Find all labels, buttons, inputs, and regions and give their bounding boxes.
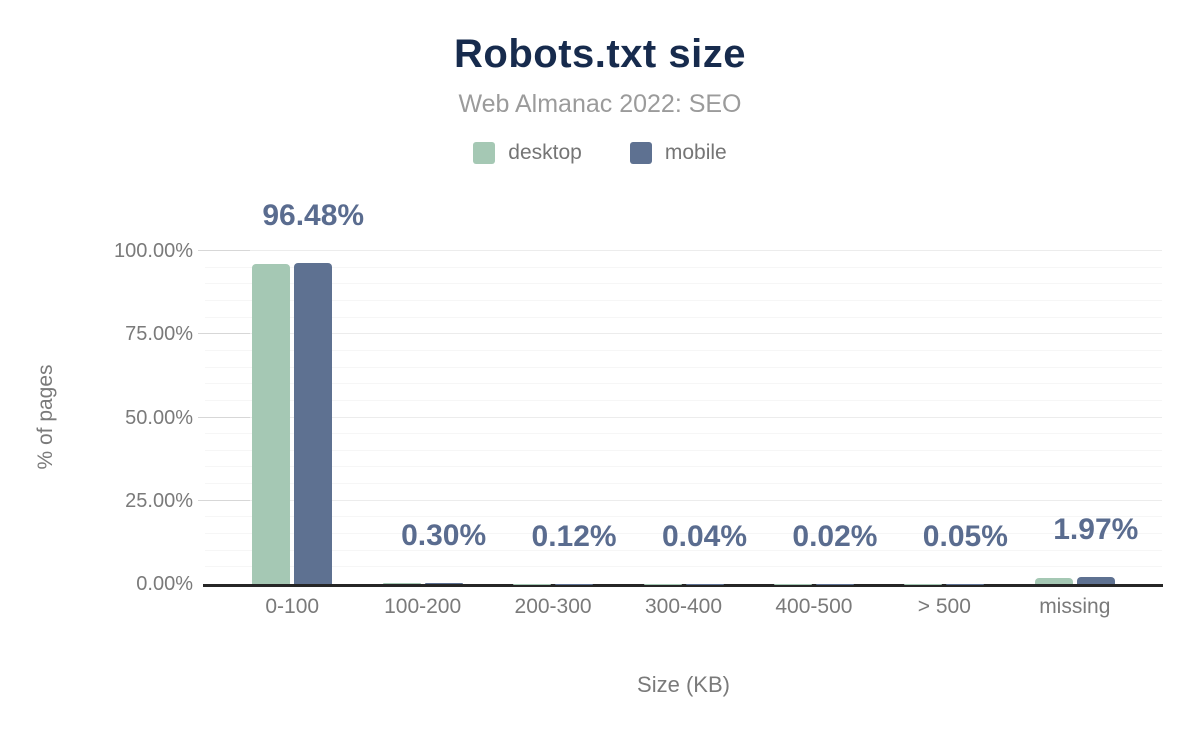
bar-value-label: 96.48% <box>262 198 365 232</box>
x-tick-label: 200-300 <box>514 595 592 618</box>
major-gridline <box>205 499 1162 501</box>
major-gridline <box>205 416 1162 418</box>
legend-swatch-desktop <box>473 142 496 164</box>
minor-gridline <box>205 549 1162 551</box>
minor-gridline <box>205 299 1162 301</box>
bar-mobile <box>1076 577 1115 584</box>
minor-gridline <box>205 433 1162 435</box>
minor-gridline <box>205 383 1162 385</box>
major-gridline <box>205 333 1162 335</box>
x-tick-label: 300-400 <box>644 595 723 618</box>
x-tick-label: missing <box>1039 595 1111 618</box>
y-tick-label: 100.00% <box>114 240 193 262</box>
minor-gridline <box>205 566 1162 568</box>
bar-value-label: 1.97% <box>1053 513 1139 547</box>
bar-desktop <box>252 263 291 584</box>
y-tick-mark <box>198 250 250 251</box>
bar-value-label: 0.12% <box>531 519 617 553</box>
legend-label-desktop: desktop <box>508 141 582 164</box>
major-gridline <box>205 250 1162 251</box>
x-tick-label: 0-100 <box>265 595 320 618</box>
minor-gridline <box>205 466 1162 468</box>
x-axis-title: Size (KB) <box>637 672 730 697</box>
minor-gridline <box>205 349 1162 351</box>
chart-legend: desktop mobile <box>0 141 1200 165</box>
bar-value-label: 0.02% <box>792 519 878 553</box>
minor-gridline <box>205 266 1162 268</box>
bar-value-label: 0.05% <box>922 519 1008 553</box>
minor-gridline <box>205 399 1162 401</box>
bar-value-label: 0.30% <box>401 519 487 553</box>
minor-gridline <box>205 483 1162 485</box>
chart-title: Robots.txt size <box>454 32 746 76</box>
legend-label-mobile: mobile <box>664 141 727 164</box>
x-tick-label: 100-200 <box>384 595 462 618</box>
minor-gridline <box>205 533 1162 535</box>
bar-desktop <box>1034 578 1073 584</box>
minor-gridline <box>205 366 1162 368</box>
minor-gridline <box>205 316 1162 318</box>
minor-gridline <box>205 449 1162 451</box>
minor-gridline <box>205 283 1162 285</box>
x-tick-label: > 500 <box>917 595 971 618</box>
plot-area: 0.00% 25.00% 50.00% 75.00% 100.00% 96.48% 0-10… <box>114 199 1163 618</box>
legend-item-desktop: desktop <box>473 141 582 165</box>
y-tick-label: 50.00% <box>125 406 193 429</box>
y-tick-label: 75.00% <box>125 323 193 346</box>
y-axis-title: % of pages <box>34 364 57 470</box>
y-tick-label: 0.00% <box>136 573 193 595</box>
chart-subtitle: Web Almanac 2022: SEO <box>458 90 742 118</box>
y-tick-mark <box>198 333 250 335</box>
bar-mobile <box>294 262 333 584</box>
y-tick-label: 25.00% <box>125 489 193 512</box>
y-tick-mark <box>198 416 250 418</box>
x-tick-label: 400-500 <box>775 595 853 618</box>
bar-value-label: 0.04% <box>661 519 748 553</box>
y-tick-mark <box>198 499 250 501</box>
legend-swatch-mobile <box>629 142 652 164</box>
legend-item-mobile: mobile <box>629 141 727 165</box>
x-axis-line <box>203 584 1163 587</box>
bar-mobile <box>424 583 463 584</box>
minor-gridline <box>205 516 1162 518</box>
bar-desktop <box>382 583 421 584</box>
